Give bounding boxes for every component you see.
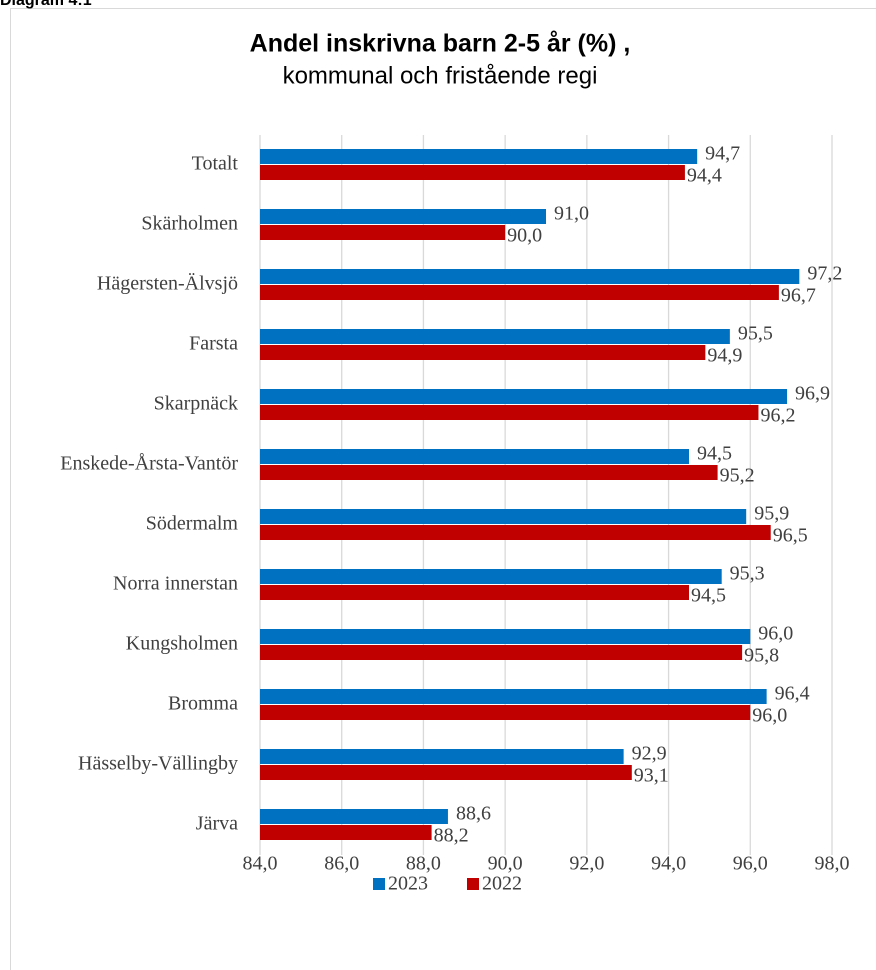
bar <box>260 509 747 524</box>
x-tick-label: 96,0 <box>733 853 768 875</box>
data-label: 96,2 <box>760 405 795 427</box>
x-tick-label: 84,0 <box>243 853 278 875</box>
bar <box>260 449 689 464</box>
data-label: 96,0 <box>758 623 793 645</box>
data-label: 95,8 <box>744 645 779 667</box>
y-tick-label: Södermalm <box>146 513 239 535</box>
bar <box>260 225 506 240</box>
data-label: 96,4 <box>775 683 810 705</box>
bar <box>260 525 771 540</box>
x-tick-label: 86,0 <box>324 853 359 875</box>
y-tick-label: Hägersten-Älvsjö <box>97 272 238 295</box>
y-tick-label: Norra innerstan <box>113 573 238 595</box>
data-label: 96,9 <box>795 383 830 405</box>
x-tick-label: 94,0 <box>651 853 686 875</box>
bar <box>260 629 751 644</box>
x-tick-label: 90,0 <box>488 853 523 875</box>
bar <box>260 749 624 764</box>
data-label: 95,5 <box>738 323 773 345</box>
bar <box>260 569 722 584</box>
y-tick-label: Enskede-Årsta-Vantör <box>60 453 238 475</box>
legend-swatch <box>467 878 479 890</box>
chart-title: Andel inskrivna barn 2-5 år (%) , <box>250 30 631 58</box>
bar <box>260 825 432 840</box>
bar <box>260 645 743 660</box>
data-label: 94,4 <box>687 165 722 187</box>
data-label: 96,0 <box>752 705 787 727</box>
bar <box>260 809 448 824</box>
data-label: 96,5 <box>773 525 808 547</box>
bar <box>260 765 632 780</box>
x-tick-label: 92,0 <box>569 853 604 875</box>
x-tick-label: 98,0 <box>815 853 850 875</box>
data-label: 95,3 <box>730 563 765 585</box>
y-tick-label: Bromma <box>168 693 238 715</box>
data-label: 96,7 <box>781 285 816 307</box>
bar <box>260 285 779 300</box>
bar <box>260 269 800 284</box>
y-tick-label: Hässelby-Vällingby <box>78 753 238 775</box>
y-tick-label: Skarpnäck <box>154 393 238 415</box>
chart-subtitle: kommunal och fristående regi <box>283 62 598 89</box>
legend-label: 2023 <box>388 873 428 895</box>
bar <box>260 165 685 180</box>
bar <box>260 689 767 704</box>
data-label: 94,9 <box>707 345 742 367</box>
data-label: 90,0 <box>507 225 542 247</box>
figure-label: Diagram 4:1 <box>0 0 92 9</box>
legend-label: 2022 <box>482 873 522 895</box>
data-label: 94,5 <box>691 585 726 607</box>
y-tick-label: Skärholmen <box>141 213 238 235</box>
bar <box>260 345 706 360</box>
y-tick-label: Järva <box>196 813 238 835</box>
y-tick-label: Kungsholmen <box>126 633 238 655</box>
legend-swatch <box>373 878 385 890</box>
x-tick-label: 88,0 <box>406 853 441 875</box>
bar <box>260 329 730 344</box>
data-label: 97,2 <box>807 263 842 285</box>
y-tick-label: Farsta <box>189 333 238 355</box>
data-label: 92,9 <box>632 743 667 765</box>
bar <box>260 585 689 600</box>
bar <box>260 149 698 164</box>
data-label: 95,2 <box>720 465 755 487</box>
data-label: 88,2 <box>434 825 469 847</box>
data-label: 94,5 <box>697 443 732 465</box>
data-label: 91,0 <box>554 203 589 225</box>
bar <box>260 209 546 224</box>
y-tick-label: Totalt <box>192 153 239 175</box>
bar <box>260 465 718 480</box>
bar <box>260 389 788 404</box>
data-label: 94,7 <box>705 143 740 165</box>
data-label: 93,1 <box>634 765 669 787</box>
data-label: 88,6 <box>456 803 491 825</box>
bar <box>260 705 751 720</box>
bar <box>260 405 759 420</box>
data-label: 95,9 <box>754 503 789 525</box>
